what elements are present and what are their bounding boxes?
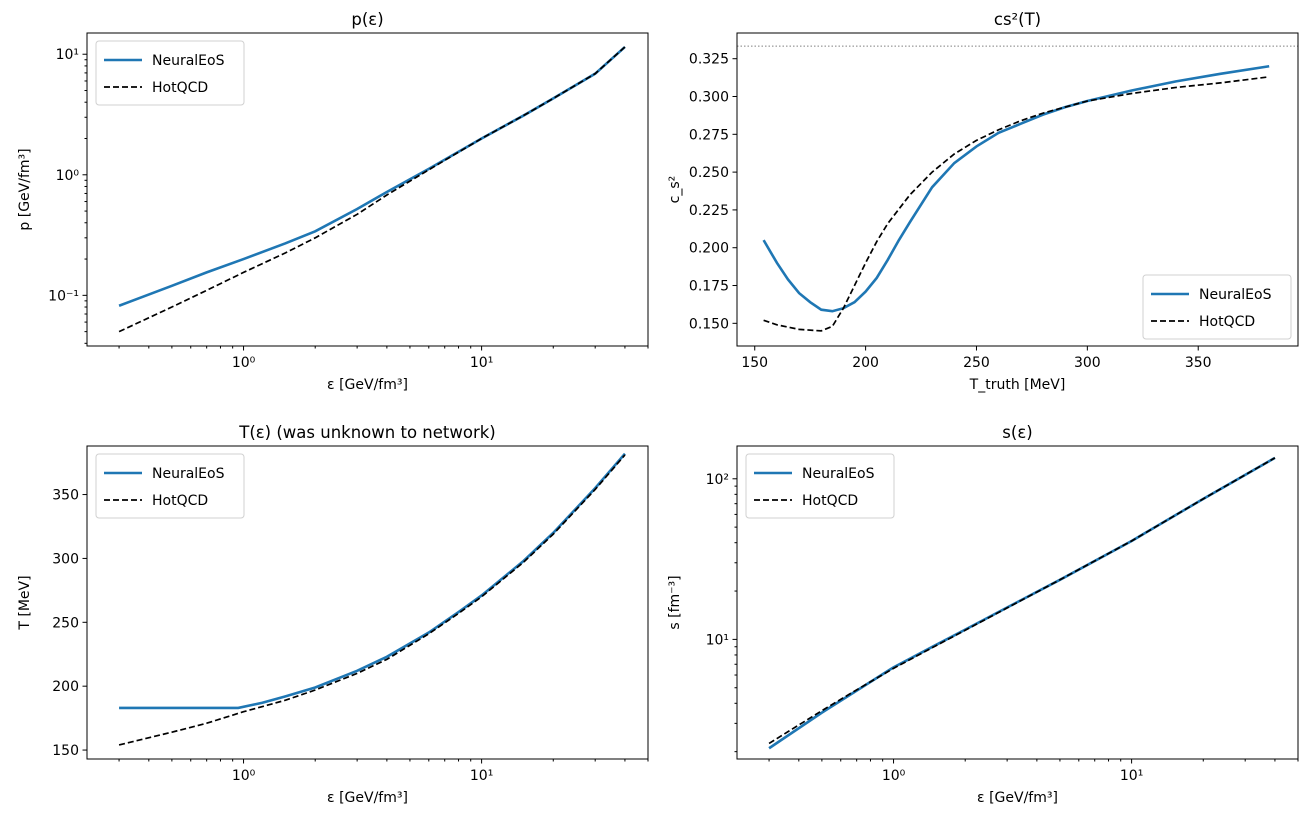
x-tick-label: 10¹ [470,355,493,371]
legend-box [95,453,245,519]
y-tick-label: 0.150 [689,316,729,332]
x-tick-label: 10⁰ [232,355,256,371]
chart-panel-2: 150 200 250 300 350 0.150 0.175 0.200 0.225 0.250… [667,10,1299,393]
chart-panel-1: 10⁰ 10¹ 10⁻¹ 10⁰ 10¹ p(ε) ε [GeV/fm³] p [GeV/fm… [17,10,649,393]
series-line-neuraleos [762,64,1270,313]
legend-label: HotQCD [152,80,208,96]
x-axis-label: ε [GeV/fm³] [327,377,408,393]
series-line-hotqcd [118,46,626,333]
x-axis-label: ε [GeV/fm³] [977,790,1058,806]
chart-title: cs²(T) [994,10,1041,29]
y-tick-label: 300 [52,551,79,567]
legend-label: HotQCD [802,493,858,509]
axes-frame [736,32,1299,347]
legend-label: NeuralEoS [1199,287,1272,303]
legend-label: HotQCD [152,493,208,509]
chart-title: p(ε) [351,10,383,29]
chart-title: T(ε) (was unknown to network) [238,423,495,442]
x-tick-label: 150 [741,355,768,371]
chart-title: s(ε) [1002,423,1032,442]
axes-frame [86,32,649,347]
y-tick-label: 10¹ [706,632,729,648]
y-tick-label: 350 [52,488,79,504]
y-tick-label: 10⁰ [56,168,80,184]
series-line-hotqcd [118,454,626,746]
legend: NeuralEoS HotQCD [95,453,245,519]
y-axis-label: s [fm⁻³] [667,575,683,629]
legend-box [745,453,895,519]
y-tick-label: 10¹ [56,47,79,63]
y-tick-label: 0.225 [689,203,729,219]
y-tick-label: 200 [52,679,79,695]
chart-panel-4: 10⁰ 10¹ 10¹ 10² s(ε) ε [GeV/fm³] s [fm⁻³] Neura… [667,423,1299,806]
chart-panel-3: 10⁰ 10¹ 150 200 250 300 350 T(ε) (was unknown t… [17,423,649,806]
x-tick-label: 250 [963,355,990,371]
legend: NeuralEoS HotQCD [745,453,895,519]
x-tick-label: 10¹ [470,768,493,784]
axes-frame [86,445,649,760]
series-line-hotqcd [763,76,1270,332]
legend-box [95,40,245,106]
y-tick-label: 0.300 [689,90,729,106]
legend: NeuralEoS HotQCD [1142,274,1292,340]
x-tick-label: 10⁰ [882,768,906,784]
axes-frame [736,445,1299,760]
y-axis-label: c_s² [667,176,683,204]
legend-label: HotQCD [1199,314,1255,330]
y-tick-label: 0.250 [689,165,729,181]
x-axis-label: T_truth [MeV] [969,377,1066,393]
x-tick-label: 10⁰ [232,768,256,784]
y-tick-label: 150 [52,743,79,759]
y-axis-label: T [MeV] [17,575,33,630]
x-tick-label: 300 [1074,355,1101,371]
y-axis-label: p [GeV/fm³] [17,148,33,230]
series-line-neuraleos [119,452,626,710]
y-tick-label: 0.200 [689,241,729,257]
x-tick-label: 350 [1185,355,1212,371]
legend: NeuralEoS HotQCD [95,40,245,106]
series-line-hotqcd [768,457,1276,745]
x-tick-label: 200 [852,355,879,371]
x-tick-label: 10¹ [1120,768,1143,784]
y-tick-label: 0.325 [689,52,729,68]
x-axis-label: ε [GeV/fm³] [327,790,408,806]
y-tick-label: 0.275 [689,127,729,143]
y-tick-label: 10⁻¹ [48,288,79,304]
y-tick-label: 10² [706,472,729,488]
legend-box [1142,274,1292,340]
legend-label: NeuralEoS [802,466,875,482]
legend-label: NeuralEoS [152,466,225,482]
y-tick-label: 0.175 [689,279,729,295]
legend-label: NeuralEoS [152,53,225,69]
y-tick-label: 250 [52,615,79,631]
